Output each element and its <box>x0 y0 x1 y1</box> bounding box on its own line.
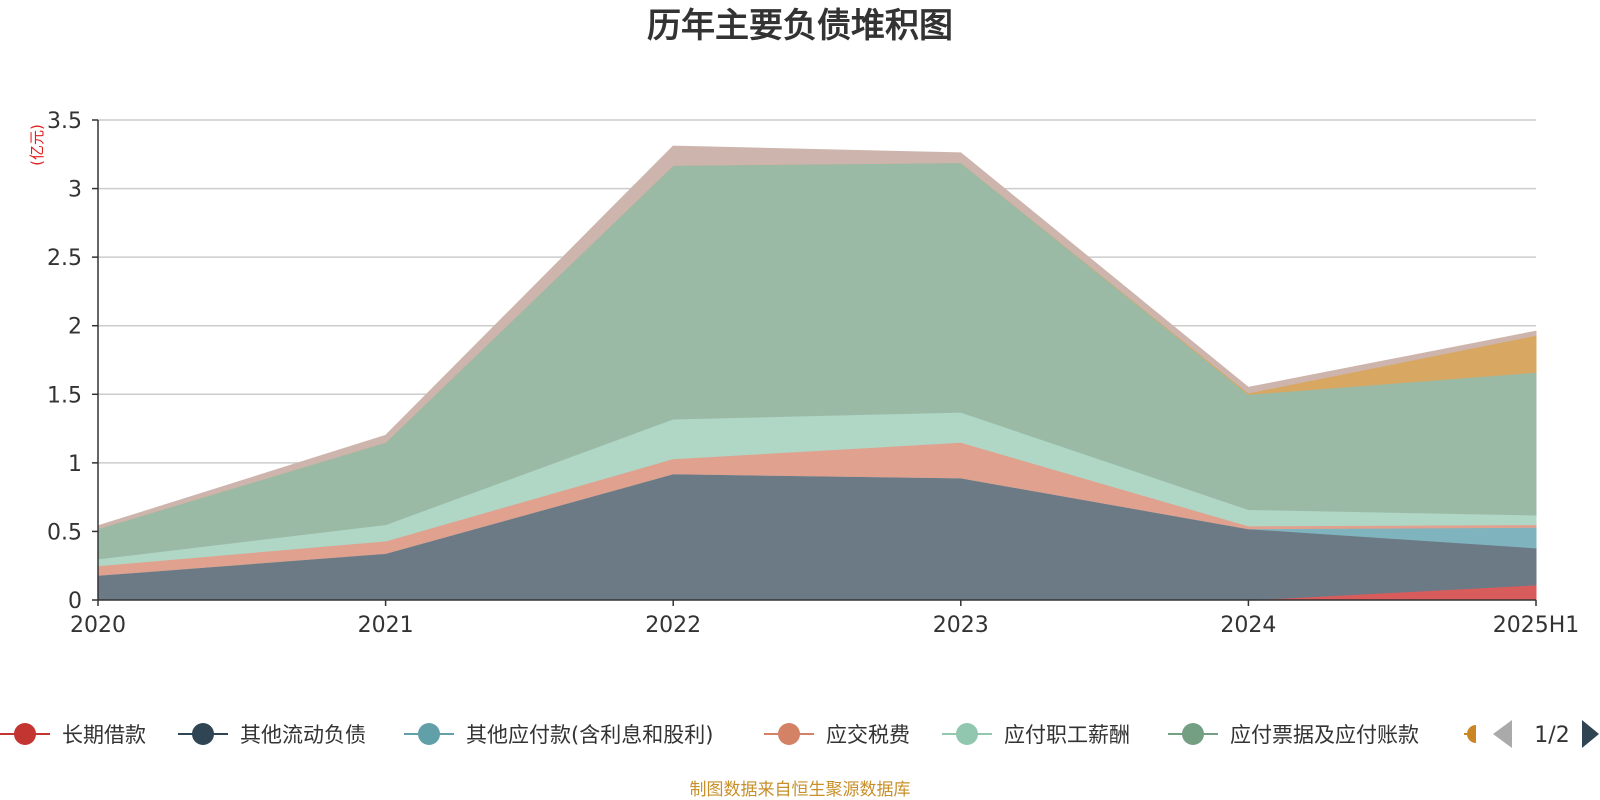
data-source-note: 制图数据来自恒生聚源数据库 <box>690 780 911 800</box>
legend-item-4[interactable]: 应付职工薪酬 <box>942 723 1130 747</box>
y-axis-unit-label: (亿元) <box>28 124 46 166</box>
x-tick-label: 2021 <box>358 613 414 638</box>
y-tick-label: 3 <box>68 178 82 203</box>
legend-item-2[interactable]: 其他应付款(含利息和股利) <box>404 723 713 747</box>
legend-marker <box>1182 723 1204 745</box>
y-tick-label: 0 <box>68 589 82 614</box>
legend-item-0[interactable]: 长期借款 <box>0 723 146 747</box>
legend-next-page-icon[interactable] <box>1582 720 1599 748</box>
legend: 长期借款 其他流动负债 其他应付款(含利息和股利) 应交税费 应付职工薪酬 应付票据及应付… <box>0 720 1599 748</box>
chart-title: 历年主要负债堆积图 <box>647 6 953 46</box>
x-tick-label: 2023 <box>933 613 989 638</box>
x-tick-label: 2024 <box>1220 613 1276 638</box>
legend-item-1[interactable]: 其他流动负债 <box>178 723 366 747</box>
x-tick-label: 2020 <box>70 613 126 638</box>
y-tick-label: 1.5 <box>47 383 82 408</box>
legend-marker <box>778 723 800 745</box>
y-tick-label: 2.5 <box>47 246 82 271</box>
area-series-7 <box>97 145 1537 530</box>
legend-label: 应付职工薪酬 <box>1004 723 1130 747</box>
area-series-layer <box>97 145 1537 601</box>
legend-item-5[interactable]: 应付票据及应付账款 <box>1168 723 1419 747</box>
y-tick-label: 2 <box>68 315 82 340</box>
legend-item-3[interactable]: 应交税费 <box>764 723 910 747</box>
legend-label: 长期借款 <box>62 723 146 747</box>
y-tick-label: 1 <box>68 452 82 477</box>
axes: 0 0.5 1 1.5 2 2.5 3 3.5 2020 2021 2022 2023 2024 2025… <box>47 109 1579 638</box>
legend-label: 应付票据及应付账款 <box>1230 723 1419 747</box>
legend-label: 其他应付款(含利息和股利) <box>466 723 713 747</box>
legend-label: 其他流动负债 <box>240 723 366 747</box>
x-tick-label: 2022 <box>645 613 701 638</box>
y-tick-label: 0.5 <box>47 520 82 545</box>
legend-marker <box>14 723 36 745</box>
legend-label: 应交税费 <box>826 723 910 747</box>
legend-marker <box>1467 725 1476 743</box>
legend-page-indicator: 1/2 <box>1534 723 1569 748</box>
y-tick-label: 3.5 <box>47 109 82 134</box>
legend-prev-page-icon[interactable] <box>1493 720 1512 748</box>
legend-marker <box>418 723 440 745</box>
legend-item-6-partial[interactable] <box>1464 725 1476 743</box>
legend-marker <box>956 723 978 745</box>
x-tick-label: 2025H1 <box>1493 613 1580 638</box>
legend-marker <box>192 723 214 745</box>
